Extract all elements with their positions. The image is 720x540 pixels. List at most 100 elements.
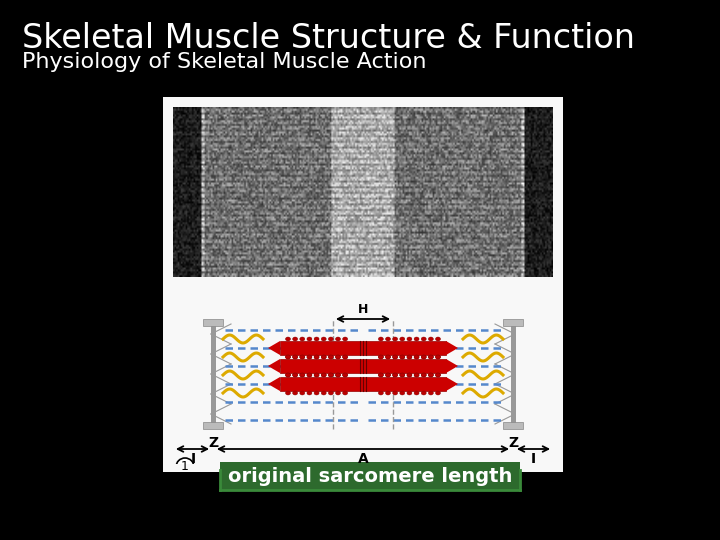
Text: Physiology of Skeletal Muscle Action: Physiology of Skeletal Muscle Action [22, 52, 426, 72]
Bar [220, 462, 520, 490]
Ellipse shape [407, 337, 412, 341]
Ellipse shape [300, 355, 305, 359]
Ellipse shape [307, 373, 312, 377]
Ellipse shape [321, 355, 326, 359]
Ellipse shape [392, 355, 397, 359]
Ellipse shape [407, 355, 412, 359]
Ellipse shape [286, 373, 290, 377]
Ellipse shape [343, 391, 348, 395]
Ellipse shape [400, 391, 405, 395]
Ellipse shape [300, 391, 305, 395]
Ellipse shape [328, 337, 333, 341]
Ellipse shape [321, 355, 326, 359]
Bar [503, 319, 523, 326]
Ellipse shape [292, 391, 297, 395]
Ellipse shape [392, 373, 397, 377]
Ellipse shape [286, 373, 290, 377]
Ellipse shape [343, 355, 348, 359]
Ellipse shape [307, 355, 312, 359]
Ellipse shape [328, 391, 333, 395]
Ellipse shape [378, 337, 383, 341]
Ellipse shape [292, 373, 297, 377]
Ellipse shape [343, 373, 348, 377]
Ellipse shape [328, 355, 333, 359]
Ellipse shape [336, 337, 341, 341]
Ellipse shape [385, 355, 390, 359]
Ellipse shape [286, 391, 290, 395]
Text: original sarcomere length: original sarcomere length [228, 467, 512, 485]
Ellipse shape [328, 355, 333, 359]
Ellipse shape [378, 355, 383, 359]
Ellipse shape [428, 391, 433, 395]
Ellipse shape [385, 337, 390, 341]
Ellipse shape [321, 337, 326, 341]
Ellipse shape [400, 373, 405, 377]
Ellipse shape [407, 373, 412, 377]
Bar [280, 341, 446, 355]
Ellipse shape [314, 373, 319, 377]
Ellipse shape [414, 373, 419, 377]
Text: Skeletal Muscle Structure & Function: Skeletal Muscle Structure & Function [22, 22, 635, 55]
Ellipse shape [336, 355, 341, 359]
Ellipse shape [286, 355, 290, 359]
Bar [210, 322, 215, 426]
Ellipse shape [436, 391, 441, 395]
Ellipse shape [400, 337, 405, 341]
Text: Z: Z [508, 436, 518, 450]
Ellipse shape [385, 373, 390, 377]
Ellipse shape [328, 373, 333, 377]
Ellipse shape [378, 373, 383, 377]
Ellipse shape [286, 355, 290, 359]
Ellipse shape [400, 355, 405, 359]
Polygon shape [268, 377, 280, 391]
Circle shape [176, 458, 194, 476]
Ellipse shape [292, 355, 297, 359]
Ellipse shape [300, 373, 305, 377]
Ellipse shape [292, 355, 297, 359]
Ellipse shape [414, 355, 419, 359]
Ellipse shape [307, 391, 312, 395]
Ellipse shape [321, 373, 326, 377]
Ellipse shape [336, 373, 341, 377]
Ellipse shape [321, 391, 326, 395]
Ellipse shape [336, 373, 341, 377]
Ellipse shape [292, 337, 297, 341]
Ellipse shape [307, 355, 312, 359]
Ellipse shape [307, 337, 312, 341]
Ellipse shape [407, 373, 412, 377]
Ellipse shape [385, 355, 390, 359]
Text: I: I [190, 452, 196, 466]
Polygon shape [268, 359, 280, 373]
Ellipse shape [292, 373, 297, 377]
Ellipse shape [421, 373, 426, 377]
Ellipse shape [428, 355, 433, 359]
Ellipse shape [400, 355, 405, 359]
Text: Z: Z [208, 436, 218, 450]
Ellipse shape [314, 355, 319, 359]
Ellipse shape [400, 373, 405, 377]
Ellipse shape [421, 337, 426, 341]
Bar [163, 97, 563, 472]
Ellipse shape [414, 337, 419, 341]
Ellipse shape [436, 355, 441, 359]
Ellipse shape [407, 391, 412, 395]
Ellipse shape [392, 337, 397, 341]
Ellipse shape [414, 373, 419, 377]
Ellipse shape [300, 355, 305, 359]
Text: I: I [531, 452, 536, 466]
Ellipse shape [328, 373, 333, 377]
Polygon shape [446, 341, 458, 355]
Ellipse shape [428, 355, 433, 359]
Ellipse shape [392, 373, 397, 377]
Bar [203, 422, 223, 429]
Ellipse shape [436, 355, 441, 359]
Ellipse shape [300, 337, 305, 341]
Ellipse shape [286, 337, 290, 341]
Ellipse shape [300, 373, 305, 377]
Bar [503, 422, 523, 429]
Ellipse shape [307, 373, 312, 377]
Bar [203, 319, 223, 326]
Ellipse shape [336, 355, 341, 359]
Ellipse shape [314, 373, 319, 377]
Ellipse shape [343, 355, 348, 359]
